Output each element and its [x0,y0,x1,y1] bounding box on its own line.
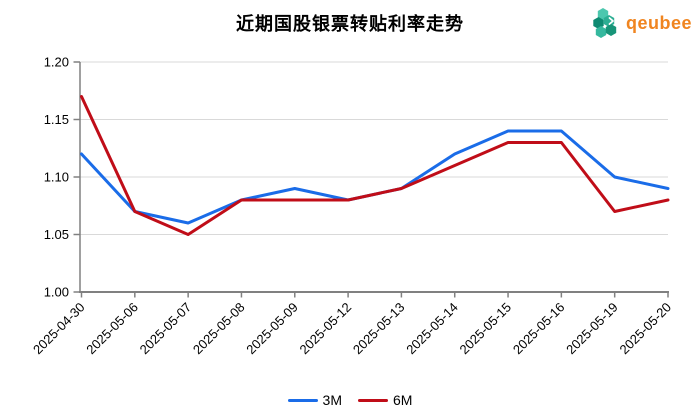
series-6M-line [80,95,670,236]
y-axis-label: 1.15 [44,112,69,127]
x-axis-label: 2025-05-09 [243,300,301,358]
y-axis-label: 1.20 [44,55,69,70]
x-axis-label: 2025-05-07 [137,300,195,358]
x-axis-label: 2025-05-20 [616,300,674,358]
legend-line-3m-swatch [287,398,318,402]
chart-title: 近期国股银票转贴利率走势 [236,14,464,34]
legend-item-3m: 3M [287,392,342,408]
x-axis-label: 2025-05-13 [350,300,408,358]
x-axis-label: 2025-05-06 [83,300,141,358]
x-axis-label: 2025-05-08 [190,300,248,358]
qeubee-logo-text: qeubee [625,12,692,33]
legend-line-6m-swatch [358,398,388,402]
legend-item-6m: 6M [358,392,412,408]
qeubee-cubes-icon [593,8,617,38]
x-axis-label: 2025-05-16 [510,300,568,358]
x-axis-label: 2025-05-12 [297,300,355,358]
x-axis-label: 2025-05-19 [563,300,621,358]
y-axis-label: 1.10 [44,170,69,185]
y-axis-label: 1.05 [44,227,69,242]
x-axis-label: 2025-05-15 [457,300,515,358]
legend-label-6m: 6M [393,392,413,408]
x-axis-label: 2025-05-14 [403,300,461,358]
chart-legend: 3M 6M [0,392,700,408]
legend-label-3m: 3M [322,392,342,408]
qeubee-logo: qeubee [592,7,692,39]
x-axis-label: 2025-04-30 [30,300,88,358]
y-axis-label: 1.00 [44,285,69,300]
